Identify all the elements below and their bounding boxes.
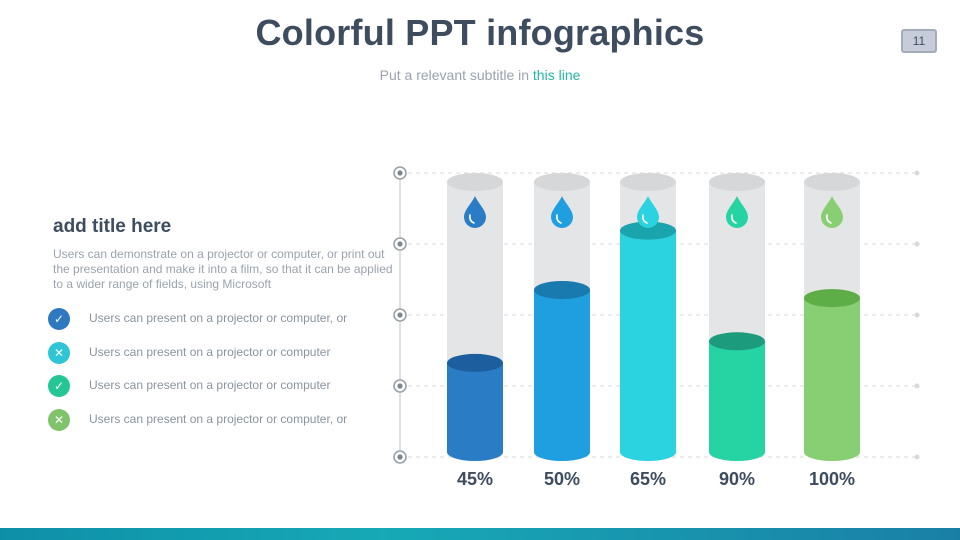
list-item-text: Users can present on a projector or comp… — [89, 378, 331, 392]
page-number-badge: 11 — [901, 29, 937, 53]
check-icon: ✓ — [48, 308, 70, 330]
bar-top — [620, 221, 676, 240]
tube-top — [709, 173, 765, 191]
bar-label: 100% — [809, 469, 855, 489]
page-title: Colorful PPT infographics — [255, 12, 705, 53]
bar-bottom — [447, 443, 503, 461]
section-title: add title here — [53, 216, 172, 237]
subtitle-highlight: this line — [532, 67, 581, 83]
bar-top — [709, 332, 765, 351]
bar-bottom — [804, 443, 860, 461]
gridline-end-dot — [914, 454, 920, 460]
drop-highlight — [642, 214, 648, 224]
page-subtitle: Put a relevant subtitle in this line — [0, 67, 960, 83]
bar-top — [804, 289, 860, 308]
drop-highlight — [556, 214, 562, 224]
bar-label: 90% — [719, 469, 755, 489]
bar-bottom — [620, 443, 676, 461]
drop-icon — [726, 196, 748, 228]
gridline-end-dot — [914, 170, 920, 176]
check-icon: ✓ — [48, 375, 70, 397]
gridline-end-dot — [914, 383, 920, 389]
list-item-text: Users can present on a projector or comp… — [89, 411, 348, 426]
footer-bar — [0, 528, 960, 540]
bar-top — [447, 353, 503, 372]
bar-top — [534, 281, 590, 299]
x-icon: ✕ — [48, 408, 70, 431]
drop-highlight — [826, 214, 832, 224]
axis-marker-dot — [397, 312, 403, 318]
bar — [709, 341, 765, 452]
bar — [804, 298, 860, 452]
tube-top — [620, 173, 676, 191]
bar — [534, 290, 590, 452]
axis-marker-dot — [397, 170, 403, 176]
bar — [620, 230, 676, 452]
section-description: Users can demonstrate on a projector or … — [53, 247, 393, 291]
axis-marker-dot — [397, 454, 403, 460]
list-item-text: Users can present on a projector or comp… — [89, 311, 348, 325]
drop-icon — [821, 196, 843, 228]
drop-icon — [551, 196, 573, 228]
bar — [447, 362, 503, 452]
x-icon: ✕ — [48, 341, 70, 364]
axis-marker-dot — [397, 241, 403, 247]
gridline-end-dot — [914, 312, 920, 318]
bar-bottom — [709, 443, 765, 461]
drop-highlight — [469, 214, 475, 224]
tube-top — [804, 173, 860, 191]
tube-top — [534, 173, 590, 191]
gridline-end-dot — [914, 241, 920, 247]
list-item-text: Users can present on a projector or comp… — [89, 344, 331, 359]
drop-icon — [637, 196, 659, 228]
bar-bottom — [534, 443, 590, 461]
tube-top — [447, 173, 503, 191]
bar-label: 65% — [630, 469, 666, 489]
axis-marker-dot — [397, 383, 403, 389]
subtitle-text: Put a relevant subtitle in — [379, 67, 533, 83]
drop-icon — [464, 196, 486, 228]
bar-label: 45% — [457, 469, 493, 489]
bar-label: 50% — [544, 469, 580, 489]
drop-highlight — [731, 214, 737, 224]
